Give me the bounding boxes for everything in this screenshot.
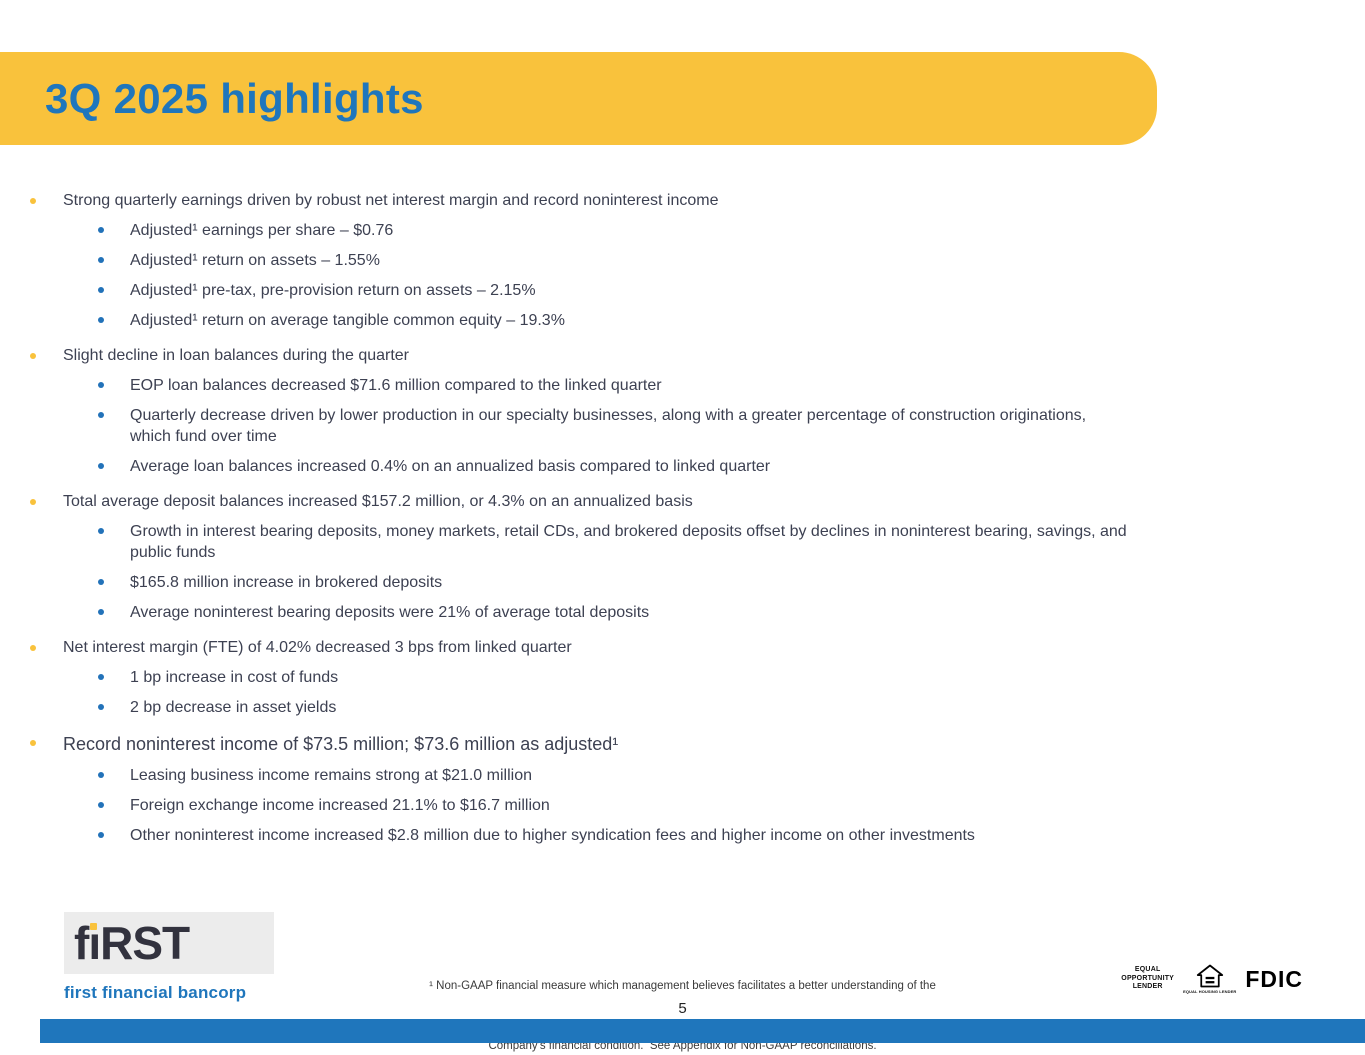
sub-bullet-item: Adjusted¹ return on assets – 1.55%	[96, 250, 1328, 271]
sub-bullet-icon	[98, 382, 104, 388]
bullet-group-nim: Net interest margin (FTE) of 4.02% decre…	[28, 637, 1328, 718]
bullet-item: Total average deposit balances increased…	[28, 491, 1328, 512]
sub-bullet-item: Adjusted¹ pre-tax, pre-provision return …	[96, 280, 1328, 301]
bullet-icon	[30, 353, 36, 359]
equal-opportunity-lender-label: EQUAL OPPORTUNITY LENDER	[1121, 966, 1175, 991]
sub-bullet-text: Quarterly decrease driven by lower produ…	[130, 407, 1087, 445]
bullet-icon	[30, 198, 36, 204]
bullet-content: Strong quarterly earnings driven by robu…	[28, 190, 1328, 860]
logo-letters-rst: RST	[100, 917, 190, 969]
sub-bullet-text: Adjusted¹ return on assets – 1.55%	[130, 252, 380, 269]
bullet-text: Total average deposit balances increased…	[63, 493, 693, 510]
sub-bullet-item: Other noninterest income increased $2.8 …	[96, 825, 1328, 846]
sub-bullet-item: Leasing business income remains strong a…	[96, 765, 1328, 786]
logo-plate: f ıRST	[64, 912, 274, 974]
sub-bullet-text: Adjusted¹ pre-tax, pre-provision return …	[130, 282, 536, 299]
bullet-icon	[30, 499, 36, 505]
equal-housing-lender-icon	[1196, 964, 1223, 988]
page-number: 5	[678, 1000, 687, 1017]
footnote: ¹ Non-GAAP financial measure which manag…	[323, 936, 1043, 1055]
sub-bullet-item: 1 bp increase in cost of funds	[96, 667, 1328, 688]
logo-letter-i: ı	[88, 917, 101, 969]
sub-bullet-text: Adjusted¹ return on average tangible com…	[130, 312, 565, 329]
bullet-text: Slight decline in loan balances during t…	[63, 347, 410, 364]
sub-bullet-text: EOP loan balances decreased $71.6 millio…	[130, 377, 662, 394]
bullet-group-deposits: Total average deposit balances increased…	[28, 491, 1328, 623]
sub-bullet-item: Growth in interest bearing deposits, mon…	[96, 521, 1328, 563]
sub-bullet-text: Growth in interest bearing deposits, mon…	[130, 523, 1127, 561]
bullet-text: Record noninterest income of $73.5 milli…	[63, 734, 619, 754]
bullet-item: Strong quarterly earnings driven by robu…	[28, 190, 1328, 211]
sub-bullet-icon	[98, 832, 104, 838]
bullet-group-earnings: Strong quarterly earnings driven by robu…	[28, 190, 1328, 331]
logo-dot-icon	[89, 923, 97, 930]
sub-bullet-item: Adjusted¹ return on average tangible com…	[96, 310, 1328, 331]
footnote-line-2: Company's financial condition. See Appen…	[488, 1040, 877, 1052]
sub-bullet-icon	[98, 287, 104, 293]
sub-bullet-icon	[98, 674, 104, 680]
sub-bullet-icon	[98, 609, 104, 615]
bottom-bar	[40, 1019, 1365, 1043]
compliance-badges: EQUAL OPPORTUNITY LENDER EQUAL HOUSING L…	[1121, 964, 1303, 994]
sub-bullet-item: Quarterly decrease driven by lower produ…	[96, 405, 1328, 447]
bullet-item: Net interest margin (FTE) of 4.02% decre…	[28, 637, 1328, 658]
company-logo: f ıRST first financial bancorp	[64, 912, 274, 1003]
sub-bullet-text: $165.8 million increase in brokered depo…	[130, 574, 443, 591]
bullet-icon	[30, 645, 36, 651]
sub-bullet-item: $165.8 million increase in brokered depo…	[96, 572, 1328, 593]
sub-bullet-text: Average loan balances increased 0.4% on …	[130, 458, 771, 475]
sub-bullet-icon	[98, 528, 104, 534]
equal-housing-lender-badge: EQUAL HOUSING LENDER	[1183, 964, 1236, 994]
sub-bullet-item: Adjusted¹ earnings per share – $0.76	[96, 220, 1328, 241]
logo-wordmark: f ıRST	[74, 917, 190, 969]
sub-bullet-icon	[98, 802, 104, 808]
page-title: 3Q 2025 highlights	[45, 74, 424, 122]
bullet-text: Strong quarterly earnings driven by robu…	[63, 192, 719, 209]
sub-bullet-item: Average noninterest bearing deposits wer…	[96, 602, 1328, 623]
sub-bullet-item: EOP loan balances decreased $71.6 millio…	[96, 375, 1328, 396]
bullet-text: Net interest margin (FTE) of 4.02% decre…	[63, 639, 572, 656]
bullet-group-loans: Slight decline in loan balances during t…	[28, 345, 1328, 477]
title-banner: 3Q 2025 highlights	[0, 52, 1157, 145]
sub-bullet-item: Average loan balances increased 0.4% on …	[96, 456, 1328, 477]
logo-letter-f: f	[74, 917, 89, 969]
sub-bullet-text: 1 bp increase in cost of funds	[130, 669, 339, 686]
sub-bullet-text: 2 bp decrease in asset yields	[130, 699, 337, 716]
sub-bullet-icon	[98, 463, 104, 469]
sub-bullet-item: Foreign exchange income increased 21.1% …	[96, 795, 1328, 816]
sub-bullet-icon	[98, 317, 104, 323]
sub-bullet-text: Average noninterest bearing deposits wer…	[130, 604, 650, 621]
bullet-icon	[30, 740, 36, 746]
sub-bullet-icon	[98, 704, 104, 710]
sub-bullet-icon	[98, 412, 104, 418]
sub-bullet-text: Leasing business income remains strong a…	[130, 767, 532, 784]
footnote-line-1: ¹ Non-GAAP financial measure which manag…	[429, 980, 936, 992]
sub-bullet-icon	[98, 772, 104, 778]
sub-bullet-text: Adjusted¹ earnings per share – $0.76	[130, 222, 394, 239]
equal-housing-lender-label: EQUAL HOUSING LENDER	[1183, 989, 1237, 994]
fdic-logo: FDIC	[1245, 965, 1303, 992]
bullet-item: Slight decline in loan balances during t…	[28, 345, 1328, 366]
logo-subtext: first financial bancorp	[64, 983, 247, 1002]
sub-bullet-item: 2 bp decrease in asset yields	[96, 697, 1328, 718]
sub-bullet-text: Other noninterest income increased $2.8 …	[130, 827, 975, 844]
sub-bullet-icon	[98, 257, 104, 263]
sub-bullet-icon	[98, 227, 104, 233]
bullet-group-noninterest-income: Record noninterest income of $73.5 milli…	[28, 732, 1328, 846]
bullet-item: Record noninterest income of $73.5 milli…	[28, 732, 1328, 756]
sub-bullet-text: Foreign exchange income increased 21.1% …	[130, 797, 550, 814]
sub-bullet-icon	[98, 579, 104, 585]
